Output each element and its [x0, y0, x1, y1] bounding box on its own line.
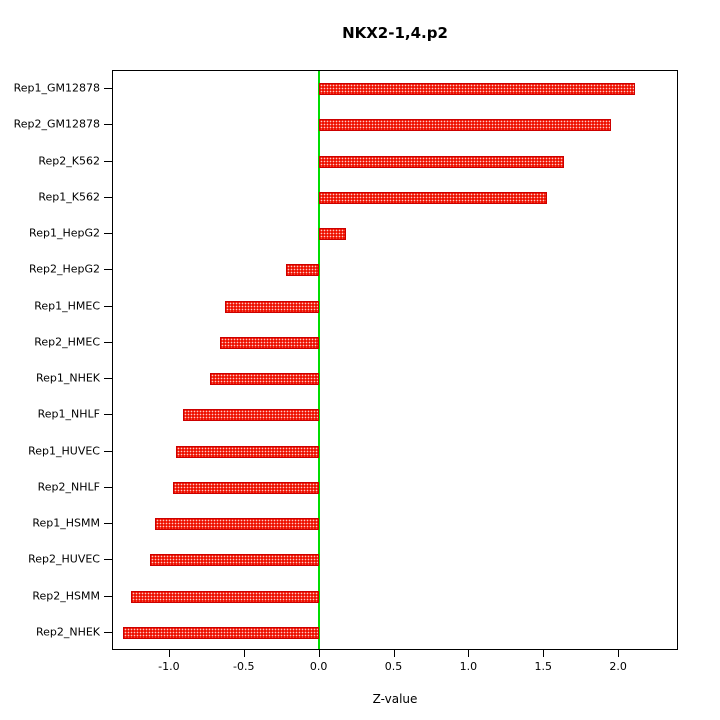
bar-Rep2_GM12878 [318, 119, 612, 132]
bar-Rep2_K562 [318, 155, 564, 168]
bar-Rep2_HSMM [130, 590, 319, 603]
y-tick-mark [104, 450, 112, 452]
y-tick-label: Rep2_GM12878 [13, 117, 100, 131]
x-tick-label: 0.0 [309, 660, 328, 673]
x-axis-ticks: -1.0 -0.5 0.0 0.5 1.0 1.5 2.0 [112, 650, 678, 684]
y-tick-label: Rep1_NHEK [35, 371, 100, 385]
x-tick-mark [168, 650, 170, 657]
plot-area [112, 70, 678, 650]
bar-Rep1_HSMM [154, 518, 319, 531]
bar-Rep1_K562 [318, 191, 548, 204]
x-tick-mark [543, 650, 545, 657]
x-tick-mark [468, 650, 470, 657]
y-tick-label: Rep2_HepG2 [29, 262, 100, 276]
x-tick-mark [318, 650, 320, 657]
y-tick-mark [104, 305, 112, 307]
y-tick-mark [104, 559, 112, 561]
y-tick-mark [104, 269, 112, 271]
y-tick-label: Rep2_HUVEC [28, 552, 100, 566]
y-axis-labels: Rep1_GM12878 Rep2_GM12878 Rep2_K562 Rep1_K5… [0, 70, 100, 650]
y-tick-label: Rep1_GM12878 [13, 81, 100, 95]
bar-Rep2_NHLF [172, 481, 319, 494]
bar-Rep1_NHEK [209, 373, 319, 386]
x-tick-mark [618, 650, 620, 657]
bar-Rep1_HUVEC [175, 445, 319, 458]
y-tick-mark [104, 233, 112, 235]
bar-Rep1_NHLF [183, 409, 319, 422]
x-tick-label: -1.0 [158, 660, 180, 673]
y-tick-mark [104, 88, 112, 90]
bar-Rep2_HMEC [220, 336, 319, 349]
x-axis-label: Z-value [372, 692, 418, 706]
y-tick-mark [104, 595, 112, 597]
y-tick-label: Rep2_HMEC [34, 335, 100, 349]
zero-reference-line [317, 71, 320, 649]
y-tick-label: Rep1_HSMM [32, 516, 100, 530]
y-tick-label: Rep1_HepG2 [29, 226, 100, 240]
y-tick-label: Rep2_NHLF [37, 480, 100, 494]
y-tick-mark [104, 196, 112, 198]
y-tick-mark [104, 378, 112, 380]
y-tick-mark [104, 160, 112, 162]
y-tick-label: Rep2_HSMM [32, 589, 100, 603]
bar-Rep1_HepG2 [318, 228, 346, 241]
y-tick-mark [104, 631, 112, 633]
y-tick-label: Rep2_K562 [38, 154, 100, 168]
bar-Rep2_NHEK [123, 626, 319, 639]
x-tick-label: 2.0 [609, 660, 627, 673]
y-tick-mark [104, 124, 112, 126]
x-tick-label: 1.5 [534, 660, 552, 673]
chart-title: NKX2-1,4.p2 [342, 24, 448, 42]
x-tick-label: -0.5 [233, 660, 255, 673]
y-axis-ticks [104, 70, 112, 650]
y-tick-mark [104, 486, 112, 488]
x-tick-mark [393, 650, 395, 657]
x-tick-mark [243, 650, 245, 657]
y-tick-label: Rep1_HMEC [34, 299, 100, 313]
y-tick-mark [104, 414, 112, 416]
y-tick-label: Rep1_HUVEC [28, 444, 100, 458]
y-tick-label: Rep1_K562 [38, 190, 100, 204]
bar-Rep1_HMEC [224, 300, 319, 313]
y-tick-mark [104, 341, 112, 343]
bar-Rep2_HUVEC [150, 554, 319, 567]
y-tick-label: Rep1_NHLF [37, 407, 100, 421]
x-tick-label: 0.5 [384, 660, 403, 673]
y-tick-mark [104, 523, 112, 525]
bar-Rep1_GM12878 [318, 83, 636, 96]
y-tick-label: Rep2_NHEK [35, 625, 100, 639]
x-tick-label: 1.0 [459, 660, 478, 673]
bar-Rep2_HepG2 [286, 264, 319, 277]
